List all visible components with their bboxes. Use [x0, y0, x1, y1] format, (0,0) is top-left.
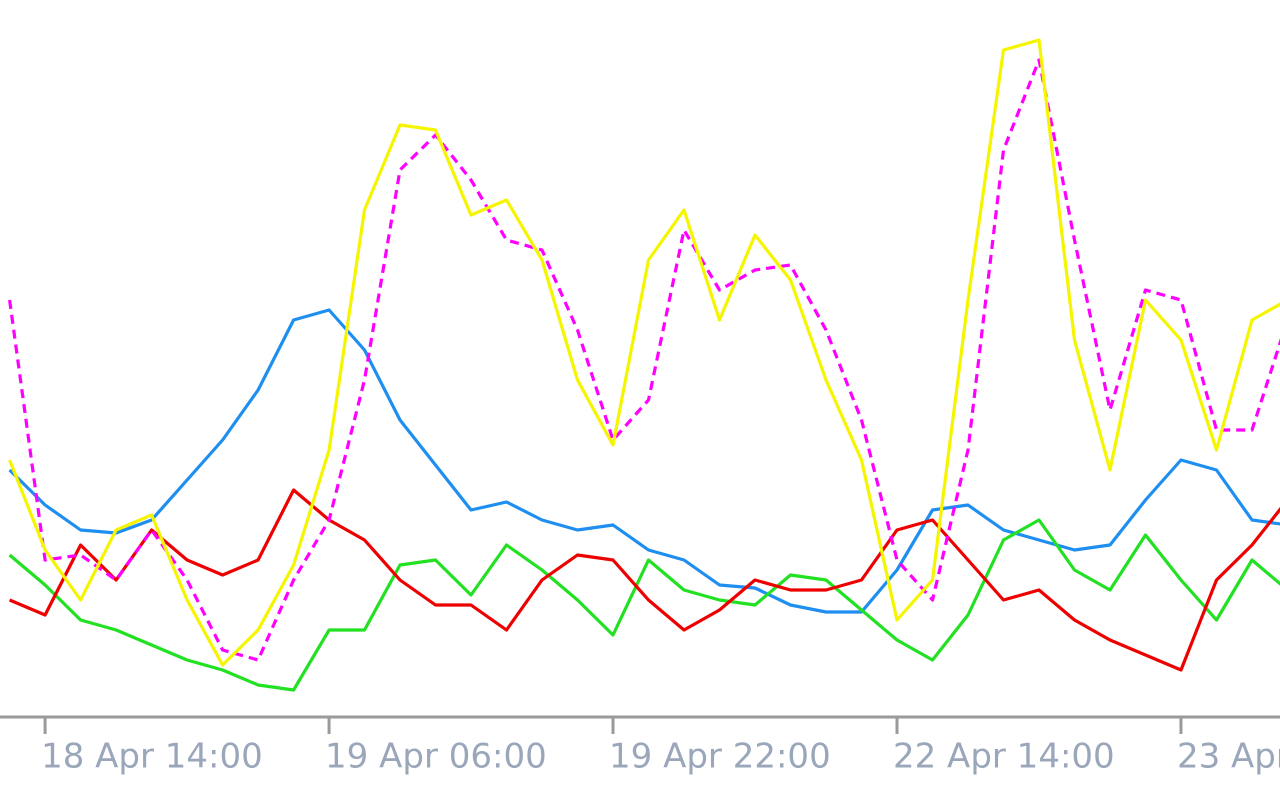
series-line [8, 38, 1280, 667]
x-tick-label: 22 Apr 14:00 [893, 737, 1115, 777]
series-line [8, 308, 1280, 614]
x-tick-label: 19 Apr 22:00 [609, 737, 831, 777]
series-line [8, 488, 1280, 672]
series-line [8, 58, 1280, 662]
x-tick-label: 23 Apr 06:00 [1177, 737, 1280, 777]
x-tick-label: 18 Apr 14:00 [41, 737, 263, 777]
x-tick-label: 19 Apr 06:00 [325, 737, 547, 777]
series-line [8, 518, 1280, 692]
